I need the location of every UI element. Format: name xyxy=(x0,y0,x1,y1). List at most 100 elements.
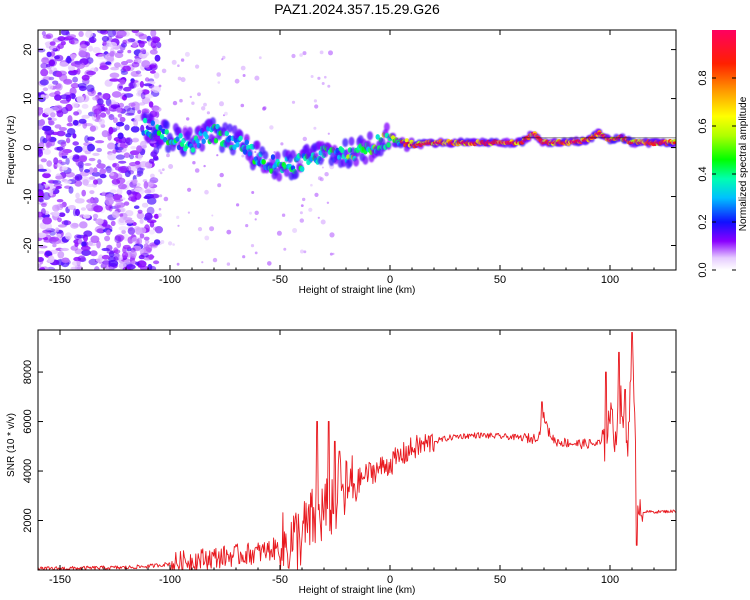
noise-blob xyxy=(61,166,68,171)
noise-dot xyxy=(159,194,163,198)
noise-dot xyxy=(332,252,335,255)
y-tick-label: 20 xyxy=(22,43,34,55)
noise-blob xyxy=(102,45,108,51)
noise-blob xyxy=(125,112,135,116)
ridge-halo xyxy=(262,150,269,160)
noise-blob xyxy=(68,66,76,71)
noise-blob xyxy=(116,147,124,151)
noise-blob xyxy=(110,220,116,227)
noise-blob xyxy=(135,70,142,75)
noise-dot xyxy=(292,228,298,233)
noise-blob xyxy=(150,70,156,74)
noise-dot xyxy=(262,106,266,111)
noise-dot xyxy=(317,76,321,80)
noise-blob xyxy=(79,85,87,92)
snr-series-line xyxy=(38,332,676,570)
x-tick-label: -150 xyxy=(49,274,71,286)
noise-blob xyxy=(136,173,142,177)
noise-blob xyxy=(113,117,118,124)
noise-blob xyxy=(148,101,154,108)
noise-blob xyxy=(86,84,95,92)
noise-blob xyxy=(53,157,59,165)
spectrogram-ylabel: Frequency (Hz) xyxy=(6,116,17,185)
noise-blob xyxy=(105,61,112,65)
noise-blob xyxy=(86,70,96,76)
noise-blob xyxy=(84,135,90,143)
noise-dot xyxy=(160,240,165,244)
noise-blob xyxy=(148,229,155,235)
noise-blob xyxy=(150,193,160,199)
noise-blob xyxy=(72,141,79,146)
noise-blob xyxy=(101,35,110,42)
noise-blob xyxy=(134,187,143,193)
noise-blob xyxy=(40,94,45,98)
ridge-halo xyxy=(274,151,281,161)
noise-blob xyxy=(42,172,51,179)
noise-dot xyxy=(201,261,204,264)
noise-blob xyxy=(153,213,159,219)
noise-blob xyxy=(73,111,80,116)
noise-blob xyxy=(102,40,107,46)
noise-blob xyxy=(94,266,100,270)
noise-blob xyxy=(81,176,91,184)
noise-blob xyxy=(38,147,43,155)
ridge-core xyxy=(163,136,168,143)
noise-blob xyxy=(109,189,117,194)
noise-blob xyxy=(60,161,67,166)
noise-dot xyxy=(172,243,175,246)
noise-dot xyxy=(254,150,257,154)
noise-dot xyxy=(291,53,296,59)
noise-blob xyxy=(78,118,87,124)
noise-blob xyxy=(138,40,145,48)
noise-blob xyxy=(125,219,135,224)
noise-dot xyxy=(320,219,326,225)
noise-blob xyxy=(56,233,62,238)
noise-blob xyxy=(108,259,119,267)
noise-blob xyxy=(65,57,72,64)
noise-blob xyxy=(42,87,49,92)
noise-dot xyxy=(168,164,174,169)
noise-blob xyxy=(82,179,89,186)
noise-blob xyxy=(40,68,49,77)
noise-blob xyxy=(81,241,87,248)
noise-blob xyxy=(124,137,131,144)
snr-ticks: -150 -100 -50 0 50 100 2000 4000 6000 8000 xyxy=(22,330,677,586)
noise-blob xyxy=(38,107,44,115)
noise-blob xyxy=(122,39,128,45)
ridge-halo xyxy=(209,117,216,127)
noise-blob xyxy=(152,37,159,44)
noise-blob xyxy=(56,146,64,151)
x-tick-label: -50 xyxy=(272,274,288,286)
noise-blob xyxy=(81,74,90,81)
ridge-core xyxy=(156,130,162,136)
noise-blob xyxy=(38,245,48,249)
noise-blob xyxy=(70,40,75,45)
noise-dot xyxy=(310,75,314,78)
noise-blob xyxy=(48,180,59,184)
ridge-halo xyxy=(163,120,170,130)
noise-dot xyxy=(194,168,200,173)
y-tick-label: 2000 xyxy=(22,508,34,532)
noise-blob xyxy=(56,130,66,137)
noise-blob xyxy=(74,61,83,65)
noise-dot xyxy=(303,250,307,254)
noise-blob xyxy=(139,249,145,254)
noise-dot xyxy=(324,75,327,79)
noise-blob xyxy=(106,229,111,236)
noise-blob xyxy=(77,161,85,169)
noise-dot xyxy=(234,78,240,84)
noise-blob xyxy=(52,80,59,85)
noise-blob xyxy=(80,207,87,211)
noise-blob xyxy=(119,116,126,123)
noise-blob xyxy=(88,157,96,162)
noise-blob xyxy=(97,98,104,106)
noise-dot xyxy=(186,117,190,121)
noise-blob xyxy=(131,61,140,68)
noise-blob xyxy=(143,195,152,200)
noise-blob xyxy=(96,163,106,169)
ridge-core xyxy=(175,136,180,142)
colorbar: 0.0 0.2 0.4 0.6 0.8 Normalized spectral ampl… xyxy=(697,30,749,278)
noise-blob xyxy=(150,173,155,179)
noise-blob xyxy=(135,261,140,266)
noise-blob xyxy=(58,159,63,164)
